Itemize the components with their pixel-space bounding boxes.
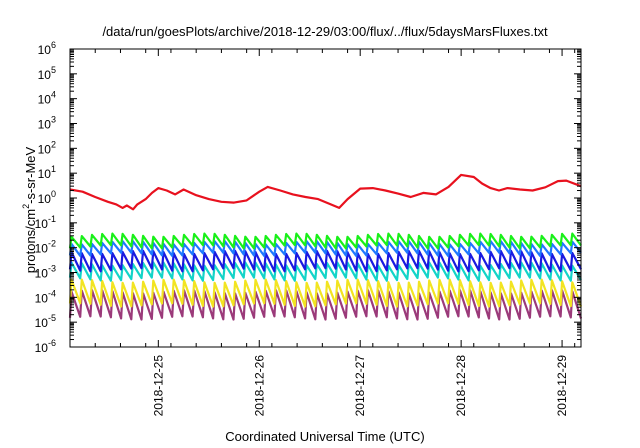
y-tick-label: 10-1 <box>35 214 56 231</box>
x-tick-label: 2018-12-26 <box>252 355 266 417</box>
y-tick-label: 10-3 <box>35 264 56 281</box>
y-tick-label: 10-2 <box>35 239 56 256</box>
y-axis-label-suffix: -s-sr-MeV <box>23 146 38 203</box>
y-tick-label: 100 <box>38 189 56 206</box>
y-tick-label: 102 <box>38 139 56 156</box>
y-tick-label: 106 <box>38 40 56 57</box>
x-tick-label: 2018-12-25 <box>151 355 165 417</box>
x-axis-label: Coordinated Universal Time (UTC) <box>225 429 424 444</box>
periodic-series-line <box>68 232 582 250</box>
y-axis-label: protons/cm2-s-sr-MeV <box>21 146 38 273</box>
x-tick-label: 2018-12-28 <box>454 355 468 417</box>
series-layer <box>68 173 583 321</box>
y-tick-label: 10-6 <box>35 338 56 355</box>
y-tick-label: 101 <box>38 164 56 181</box>
series-line <box>69 173 582 211</box>
chart-title: /data/run/goesPlots/archive/2018-12-29/0… <box>102 24 548 39</box>
y-tick-label: 10-5 <box>35 313 56 330</box>
y-tick-label: 103 <box>38 115 56 132</box>
y-tick-label: 105 <box>38 65 56 82</box>
svg-text:protons/cm2-s-sr-MeV: protons/cm2-s-sr-MeV <box>21 146 38 273</box>
plot-frame <box>69 48 582 348</box>
x-tick-label: 2018-12-27 <box>353 355 367 417</box>
y-axis-label-prefix: protons/cm <box>23 209 38 273</box>
ticks-layer: 106 105 104 103 102 101 100 10-1 10-2 10-3 10-4 10-… <box>35 40 581 416</box>
y-axis-label-sup: 2 <box>21 204 31 209</box>
x-tick-label: 2018-12-29 <box>555 355 569 417</box>
periodic-series-line <box>68 249 582 273</box>
y-tick-label: 10-4 <box>35 288 56 305</box>
y-tick-label: 104 <box>38 90 56 107</box>
periodic-series-line <box>68 278 583 308</box>
